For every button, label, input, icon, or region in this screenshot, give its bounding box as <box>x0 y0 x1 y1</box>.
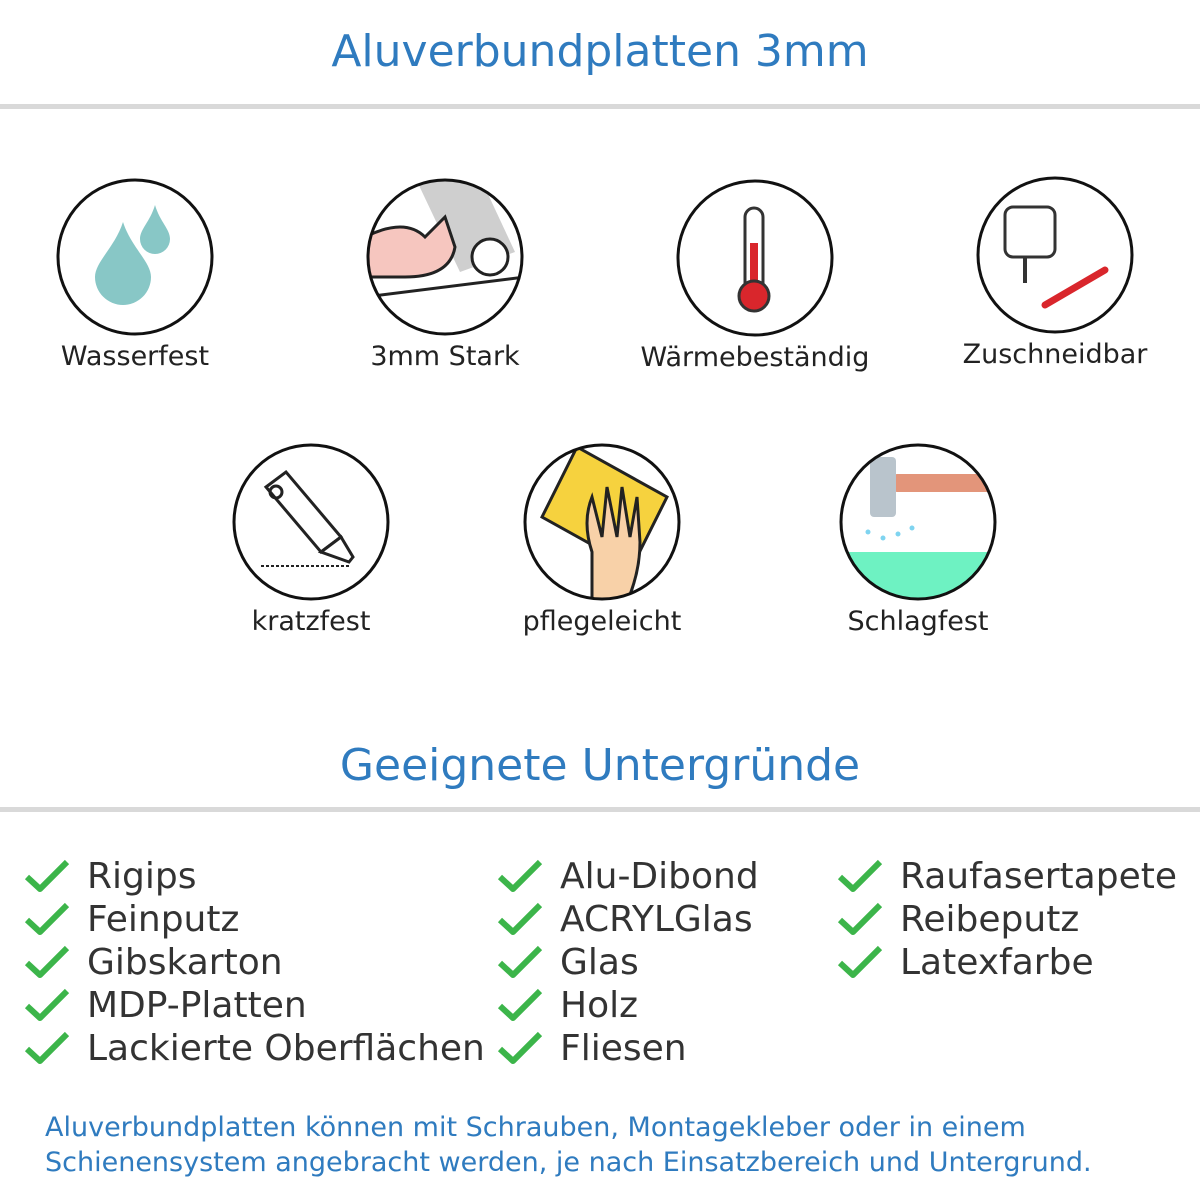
footer-line-1: Aluverbundplatten können mit Schrauben, … <box>45 1112 1026 1143</box>
check-icon <box>498 1031 542 1064</box>
page-title: Aluverbundplatten 3mm <box>331 26 869 77</box>
surface-label: Gibskarton <box>87 942 283 983</box>
check-icon <box>25 988 69 1021</box>
feature-label: Wärmebeständig <box>640 342 870 373</box>
water-drops-icon <box>56 178 214 336</box>
feature-zuschneidbar: Zuschneidbar <box>905 175 1200 370</box>
feature-3mm-stark: 3mm Stark <box>295 177 595 372</box>
footer-note: Aluverbundplatten können mit Schrauben, … <box>45 1110 1092 1180</box>
surface-label: Feinputz <box>87 899 240 940</box>
check-icon <box>838 945 882 978</box>
check-icon <box>498 988 542 1021</box>
surface-label: Lackierte Oberflächen <box>87 1028 485 1069</box>
surface-item: Fliesen <box>498 1027 759 1070</box>
surfaces-column-2: Alu-Dibond ACRYLGlas Glas Holz Fliesen <box>498 855 759 1070</box>
check-icon <box>25 1031 69 1064</box>
surface-label: Glas <box>560 942 639 983</box>
surface-item: MDP-Platten <box>25 984 485 1027</box>
jigsaw-icon <box>976 176 1134 334</box>
surface-label: Reibeputz <box>900 899 1080 940</box>
surface-item: Raufasertapete <box>838 855 1177 898</box>
surface-item: Glas <box>498 941 759 984</box>
surface-label: MDP-Platten <box>87 985 307 1026</box>
feature-label: Schlagfest <box>847 606 989 637</box>
surfaces-column-1: Rigips Feinputz Gibskarton MDP-Platten Lacki… <box>25 855 485 1070</box>
surface-item: Latexfarbe <box>838 941 1177 984</box>
check-icon <box>498 945 542 978</box>
feature-kratzfest: kratzfest <box>161 442 461 637</box>
surface-label: Latexfarbe <box>900 942 1094 983</box>
check-icon <box>25 859 69 892</box>
title-divider <box>0 104 1200 109</box>
surface-item: ACRYLGlas <box>498 898 759 941</box>
surface-label: Fliesen <box>560 1028 687 1069</box>
surface-label: ACRYLGlas <box>560 899 753 940</box>
surface-label: Rigips <box>87 856 197 897</box>
check-icon <box>838 859 882 892</box>
thermometer-icon <box>676 179 834 337</box>
feature-pflegeleicht: pflegeleicht <box>452 442 752 637</box>
check-icon <box>25 945 69 978</box>
surface-label: Holz <box>560 985 638 1026</box>
surface-label: Raufasertapete <box>900 856 1177 897</box>
feature-label: 3mm Stark <box>370 341 520 372</box>
strong-arm-icon <box>366 178 524 336</box>
feature-wasserfest: Wasserfest <box>0 177 285 372</box>
check-icon <box>498 902 542 935</box>
surface-item: Reibeputz <box>838 898 1177 941</box>
surface-item: Holz <box>498 984 759 1027</box>
surface-item: Rigips <box>25 855 485 898</box>
check-icon <box>838 902 882 935</box>
surfaces-column-3: Raufasertapete Reibeputz Latexfarbe <box>838 855 1177 984</box>
feature-waermebestaendig: Wärmebeständig <box>605 178 905 373</box>
feature-label: Zuschneidbar <box>962 339 1148 370</box>
feature-schlagfest: Schlagfest <box>768 442 1068 637</box>
footer-line-2: Schienensystem angebracht werden, je nac… <box>45 1147 1092 1178</box>
surface-label: Alu-Dibond <box>560 856 759 897</box>
feature-label: kratzfest <box>251 606 371 637</box>
surface-item: Gibskarton <box>25 941 485 984</box>
check-icon <box>25 902 69 935</box>
cutter-knife-icon <box>232 443 390 601</box>
feature-label: pflegeleicht <box>522 606 682 637</box>
hammer-icon <box>839 443 997 601</box>
check-icon <box>498 859 542 892</box>
surfaces-divider <box>0 807 1200 812</box>
hand-sponge-icon <box>523 443 681 601</box>
surface-item: Lackierte Oberflächen <box>25 1027 485 1070</box>
surface-item: Alu-Dibond <box>498 855 759 898</box>
surfaces-title: Geeignete Untergründe <box>339 740 861 791</box>
feature-label: Wasserfest <box>60 341 210 372</box>
surface-item: Feinputz <box>25 898 485 941</box>
